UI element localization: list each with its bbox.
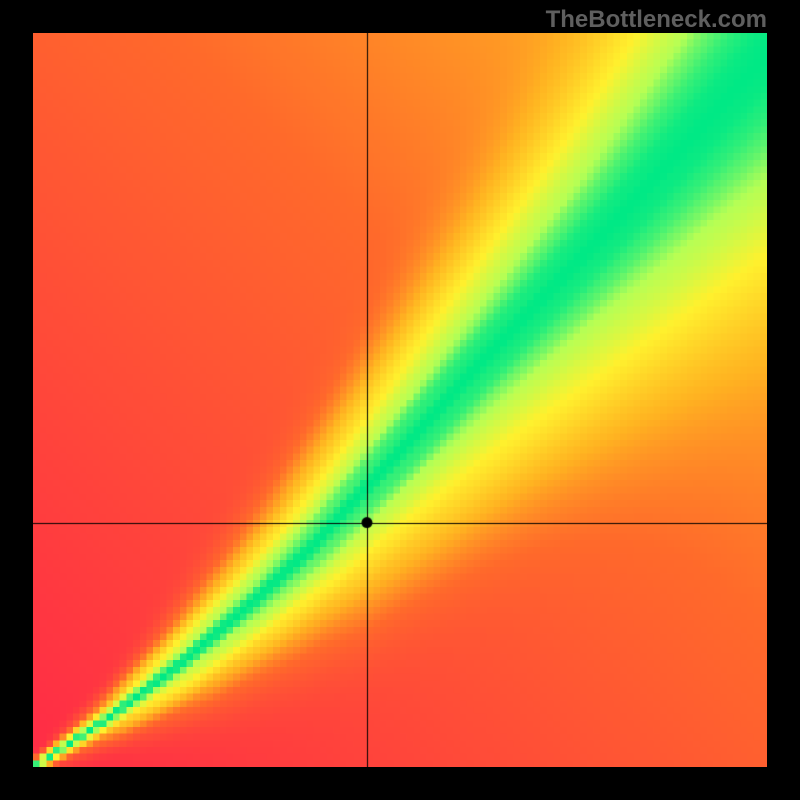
watermark-text: TheBottleneck.com xyxy=(546,6,767,34)
chart-container: TheBottleneck.com xyxy=(0,0,800,800)
crosshair-overlay xyxy=(33,33,767,767)
